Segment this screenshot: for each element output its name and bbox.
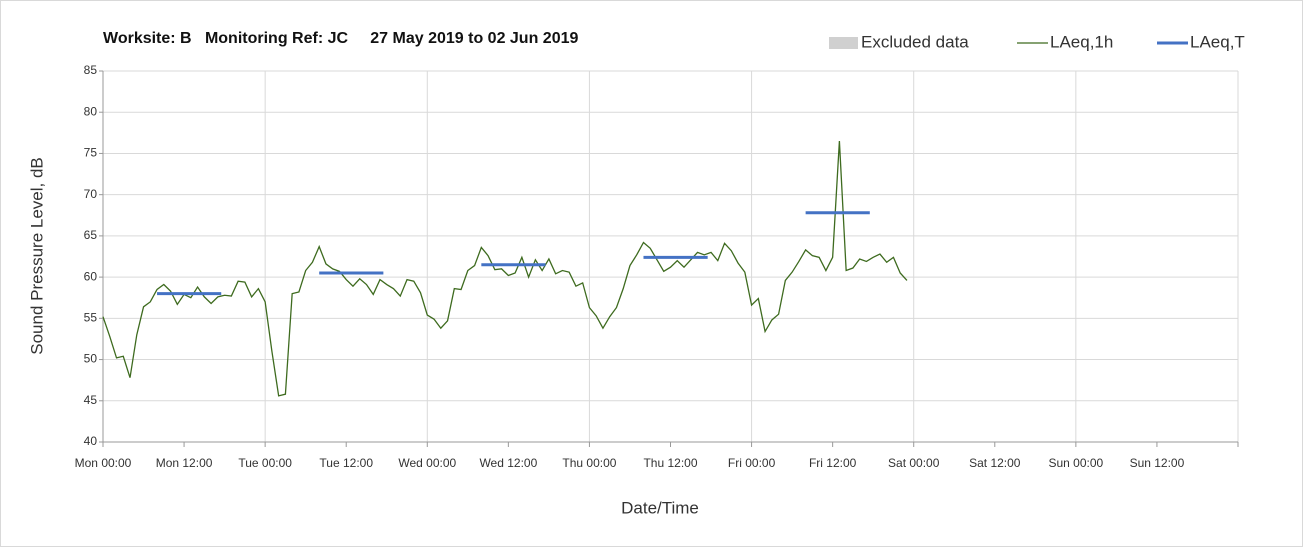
x-tick-label: Tue 00:00: [238, 456, 292, 470]
x-tick-label: Thu 00:00: [562, 456, 616, 470]
line-series: [102, 141, 908, 397]
y-tick-label: 75: [84, 146, 98, 160]
x-tick-label: Sun 00:00: [1048, 456, 1103, 470]
x-tick-label: Tue 12:00: [319, 456, 373, 470]
y-tick-label: 50: [84, 352, 98, 366]
y-axis-title: Sound Pressure Level, dB: [27, 157, 46, 355]
y-tick-label: 80: [84, 104, 98, 118]
x-tick-label: Fri 00:00: [728, 456, 776, 470]
y-tick-label: 85: [84, 63, 98, 77]
x-tick-label: Thu 12:00: [643, 456, 697, 470]
x-tick-label: Wed 12:00: [479, 456, 537, 470]
y-tick-label: 60: [84, 269, 98, 283]
legend-label: LAeq,1h: [1050, 32, 1113, 51]
x-tick-label: Sat 00:00: [888, 456, 940, 470]
y-tick-label: 70: [84, 187, 98, 201]
legend-label: LAeq,T: [1190, 32, 1245, 51]
x-tick-label: Mon 12:00: [156, 456, 213, 470]
legend-swatch: [829, 37, 858, 49]
x-tick-label: Sun 12:00: [1130, 456, 1185, 470]
y-tick-label: 55: [84, 311, 98, 325]
y-tick-label: 40: [84, 434, 98, 448]
x-tick-label: Wed 00:00: [398, 456, 456, 470]
x-tick-label: Sat 12:00: [969, 456, 1021, 470]
chart-title: Worksite: B Monitoring Ref: JC 27 May 20…: [103, 30, 578, 47]
x-tick-label: Fri 12:00: [809, 456, 857, 470]
y-tick-label: 65: [84, 228, 98, 242]
x-tick-label: Mon 00:00: [75, 456, 132, 470]
x-axis-title: Date/Time: [621, 498, 699, 517]
y-tick-label: 45: [84, 393, 98, 407]
legend-label: Excluded data: [861, 32, 969, 51]
